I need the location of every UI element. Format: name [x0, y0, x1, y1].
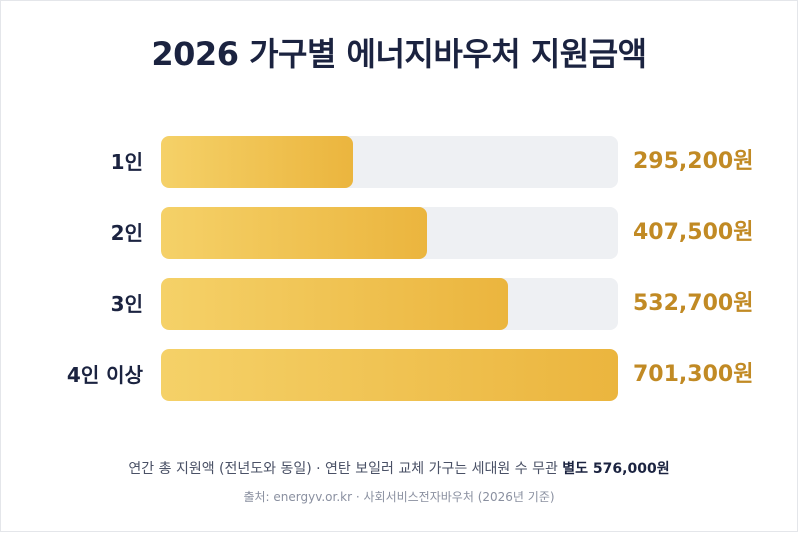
bar-track	[161, 278, 618, 330]
bar	[161, 349, 618, 401]
value-label: 295,200원	[633, 149, 754, 174]
footnote: 연간 총 지원액 (전년도와 동일) · 연탄 보일러 교체 가구는 세대원 수…	[1, 458, 797, 478]
category-label: 2인	[110, 221, 143, 245]
category-label: 4인 이상	[66, 363, 143, 387]
chart-title: 2026 가구별 에너지바우처 지원금액	[151, 35, 647, 73]
bar-row: 2인 407,500원	[1, 207, 797, 259]
value-label: 701,300원	[633, 362, 754, 387]
bar	[161, 136, 353, 188]
bar-row: 1인 295,200원	[1, 136, 797, 188]
bar-track	[161, 349, 618, 401]
value-label: 532,700원	[633, 291, 754, 316]
bar-row: 4인 이상 701,300원	[1, 349, 797, 401]
footnote-text: 연간 총 지원액 (전년도와 동일) · 연탄 보일러 교체 가구는 세대원 수…	[128, 461, 563, 477]
bar	[161, 278, 508, 330]
bar-track	[161, 136, 618, 188]
source-text: 출처: energyv.or.kr · 사회서비스전자바우처 (2026년 기준…	[243, 490, 555, 504]
footnote-highlight: 별도 576,000원	[562, 461, 670, 477]
value-label: 407,500원	[633, 220, 754, 245]
bar	[161, 207, 427, 259]
category-label: 1인	[110, 150, 143, 174]
bar-track	[161, 207, 618, 259]
bar-row: 3인 532,700원	[1, 278, 797, 330]
category-label: 3인	[110, 292, 143, 316]
